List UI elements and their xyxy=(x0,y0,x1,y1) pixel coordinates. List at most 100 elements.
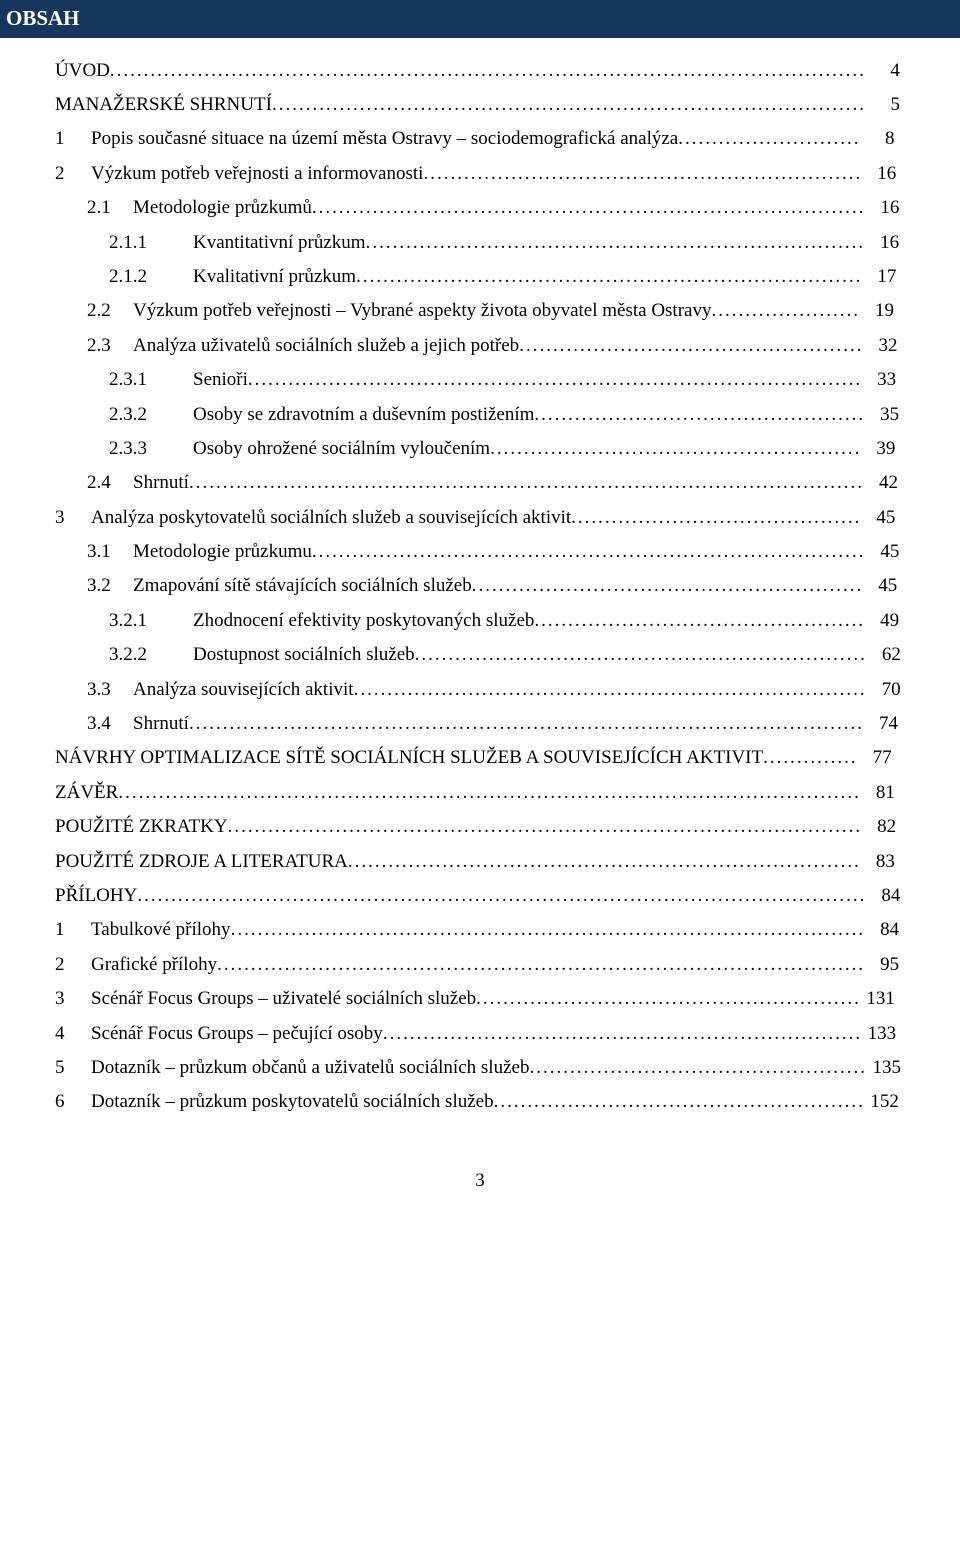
toc-page: 62 xyxy=(867,640,901,670)
toc-label: Shrnutí xyxy=(133,713,189,734)
toc-leader-dots: ........................................… xyxy=(272,94,866,115)
toc-leader-dots: ........................................… xyxy=(472,575,864,596)
toc-page: 82 xyxy=(862,812,896,842)
toc-label: Scénář Focus Groups – pečující osoby xyxy=(91,1023,383,1044)
toc-number: 5 xyxy=(55,1053,85,1083)
toc-number: 2 xyxy=(55,950,85,980)
toc-page: 74 xyxy=(864,709,898,739)
toc-page: 16 xyxy=(862,159,896,189)
toc-row: 2.3.2Osoby se zdravotním a duševním post… xyxy=(109,400,905,430)
toc-leader-dots: ........................................… xyxy=(534,404,865,425)
toc-leader-dots: ........................................… xyxy=(118,782,861,803)
toc-page: 77 xyxy=(858,743,892,773)
toc-number: 3.1 xyxy=(87,537,127,567)
toc-label: NÁVRHY OPTIMALIZACE SÍTĚ SOCIÁLNÍCH SLUŽ… xyxy=(55,747,763,768)
toc-leader-dots: ........................................… xyxy=(354,679,867,700)
toc-page: 45 xyxy=(865,537,899,567)
toc-label: Analýza poskytovatelů sociálních služeb … xyxy=(91,507,571,528)
toc-page: 16 xyxy=(865,193,899,223)
toc-label: Popis současné situace na území města Os… xyxy=(91,128,678,149)
toc-row: 2.1Metodologie průzkumů.................… xyxy=(87,193,905,223)
toc-label: Kvalitativní průzkum xyxy=(193,266,356,287)
toc-number: 3.3 xyxy=(87,675,127,705)
toc-row: 3.1Metodologie průzkumu.................… xyxy=(87,537,905,567)
toc-page: 17 xyxy=(862,262,896,292)
toc-page: 95 xyxy=(865,950,899,980)
toc-row: 1 Popis současné situace na území města O… xyxy=(55,124,905,154)
toc-number: 2.1.1 xyxy=(109,228,187,258)
toc-page: 152 xyxy=(865,1087,899,1117)
toc-leader-dots: ........................................… xyxy=(494,1091,865,1112)
toc-label: Dostupnost sociálních služeb xyxy=(193,644,415,665)
page-number: 3 xyxy=(55,1166,905,1196)
table-of-contents: ÚVOD....................................… xyxy=(55,56,905,1118)
toc-row: 2.3.3Osoby ohrožené sociálním vyloučením… xyxy=(109,434,905,464)
toc-row: 2.4 Shrnutí..............................… xyxy=(87,468,905,498)
toc-label: Osoby se zdravotním a duševním postižení… xyxy=(193,404,534,425)
toc-row: 2Výzkum potřeb veřejnosti a informovanos… xyxy=(55,159,905,189)
toc-leader-dots: ........................................… xyxy=(189,713,864,734)
toc-page: 70 xyxy=(867,675,901,705)
toc-leader-dots: ........................................… xyxy=(415,644,867,665)
toc-leader-dots: ........................................… xyxy=(189,472,864,493)
toc-number: 3.4 xyxy=(87,709,127,739)
toc-label: MANAŽERSKÉ SHRNUTÍ xyxy=(55,94,272,115)
toc-page: 39 xyxy=(861,434,895,464)
toc-leader-dots: ........................................… xyxy=(571,507,861,528)
toc-row: POUŽITÉ ZKRATKY.........................… xyxy=(55,812,905,842)
toc-row: 2.3.1Senioři............................… xyxy=(109,365,905,395)
toc-number: 2.3 xyxy=(87,331,127,361)
toc-row: 6Dotazník – průzkum poskytovatelů sociál… xyxy=(55,1087,905,1117)
toc-number: 1 xyxy=(55,124,85,154)
toc-number: 3 xyxy=(55,984,85,1014)
toc-row: 3 Analýza poskytovatelů sociálních služeb… xyxy=(55,503,905,533)
toc-leader-dots: ........................................… xyxy=(519,335,863,356)
toc-leader-dots: ........................................… xyxy=(490,438,861,459)
toc-number: 3.2.1 xyxy=(109,606,187,636)
toc-leader-dots: ........................................… xyxy=(529,1057,867,1078)
toc-number: 3.2.2 xyxy=(109,640,187,670)
toc-number: 2.4 xyxy=(87,468,127,498)
toc-leader-dots: ........................................… xyxy=(366,232,866,253)
toc-label: Analýza souvisejících aktivit xyxy=(133,679,354,700)
toc-leader-dots: ........................................… xyxy=(383,1023,862,1044)
toc-number: 3 xyxy=(55,503,85,533)
toc-leader-dots: ........................................… xyxy=(110,60,866,81)
toc-row: 3.3 Analýza souvisejících aktivit........… xyxy=(87,675,905,705)
toc-leader-dots: ........................................… xyxy=(476,988,861,1009)
toc-label: POUŽITÉ ZKRATKY xyxy=(55,816,228,837)
toc-row: 1Tabulkové přílohy......................… xyxy=(55,915,905,945)
toc-page: 8 xyxy=(860,124,894,154)
toc-row: POUŽITÉ ZDROJE A LITERATURA.............… xyxy=(55,847,905,877)
toc-label: ZÁVĚR xyxy=(55,782,118,803)
toc-leader-dots: ........................................… xyxy=(231,919,866,940)
toc-label: Dotazník – průzkum občanů a uživatelů so… xyxy=(91,1057,529,1078)
toc-label: Metodologie průzkumu xyxy=(133,541,312,562)
toc-number: 3.2 xyxy=(87,571,127,601)
toc-leader-dots: .............. xyxy=(763,747,858,768)
toc-number: 4 xyxy=(55,1019,85,1049)
toc-page: 33 xyxy=(862,365,896,395)
toc-label: Osoby ohrožené sociálním vyloučením xyxy=(193,438,490,459)
toc-row: MANAŽERSKÉ SHRNUTÍ......................… xyxy=(55,90,905,120)
toc-page: 42 xyxy=(864,468,898,498)
toc-row: 3 Scénář Focus Groups – uživatelé sociáln… xyxy=(55,984,905,1014)
toc-label: Výzkum potřeb veřejnosti – Vybrané aspek… xyxy=(133,300,711,321)
toc-leader-dots: ........................................… xyxy=(137,885,866,906)
toc-page: 32 xyxy=(863,331,897,361)
toc-number: 2.1 xyxy=(87,193,127,223)
toc-label: Metodologie průzkumů xyxy=(133,197,312,218)
toc-row: 2Grafické přílohy.......................… xyxy=(55,950,905,980)
toc-row: 3.2.1Zhodnocení efektivity poskytovaných… xyxy=(109,606,905,636)
toc-page: 4 xyxy=(866,56,900,86)
toc-label: ÚVOD xyxy=(55,60,110,81)
toc-row: 3.4 Shrnutí..............................… xyxy=(87,709,905,739)
toc-page: 81 xyxy=(861,778,895,808)
toc-leader-dots: ........................... xyxy=(678,128,860,149)
toc-label: Scénář Focus Groups – uživatelé sociální… xyxy=(91,988,476,1009)
toc-row: 2.2Výzkum potřeb veřejnosti – Vybrané as… xyxy=(87,296,905,326)
toc-label: Shrnutí xyxy=(133,472,189,493)
toc-page: 45 xyxy=(861,503,895,533)
toc-label: Analýza uživatelů sociálních služeb a je… xyxy=(133,335,519,356)
toc-row: 2.1.1Kvantitativní průzkum..............… xyxy=(109,228,905,258)
